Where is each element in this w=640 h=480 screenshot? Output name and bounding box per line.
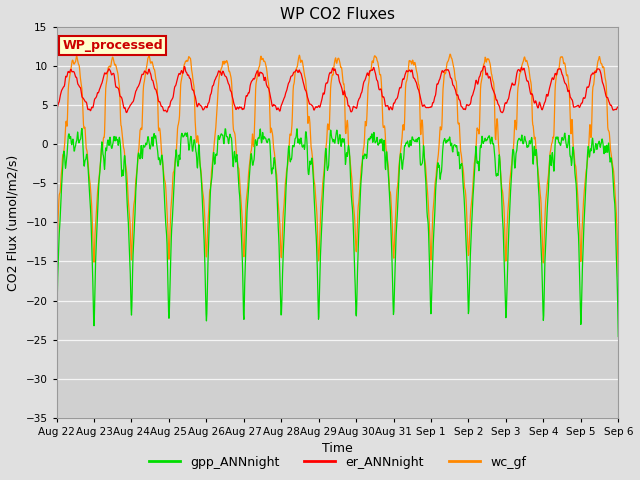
Text: WP_processed: WP_processed xyxy=(62,39,163,52)
Y-axis label: CO2 Flux (umol/m2/s): CO2 Flux (umol/m2/s) xyxy=(7,154,20,290)
X-axis label: Time: Time xyxy=(322,442,353,455)
Legend: gpp_ANNnight, er_ANNnight, wc_gf: gpp_ANNnight, er_ANNnight, wc_gf xyxy=(143,451,531,474)
Title: WP CO2 Fluxes: WP CO2 Fluxes xyxy=(280,7,395,22)
